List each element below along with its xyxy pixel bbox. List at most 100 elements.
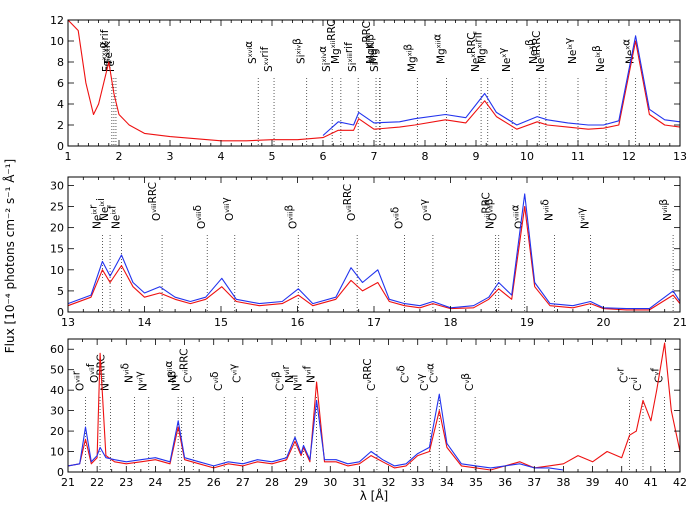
x-tick-label: 33 [411,476,425,489]
x-tick-label: 32 [382,476,396,489]
x-tick-label: 8 [422,150,429,163]
line-label: Oviiiα [510,204,526,229]
line-label: Nviγ [134,371,150,391]
line-label: Neixf [107,205,123,229]
x-tick-label: 17 [367,316,381,329]
x-tick-label: 25 [178,476,192,489]
x-tick-label: 21 [673,316,687,329]
line-label: Cviγ [228,364,244,383]
x-tick-label: 24 [148,476,162,489]
line-label: Cvδ [395,365,411,383]
x-tick-label: 38 [556,476,570,489]
line-label: Sixivα [317,46,333,72]
line-label: Oviiiβ [283,205,299,229]
x-tick-label: 37 [527,476,541,489]
line-label: Oviir [70,370,86,391]
plot-frame [67,338,681,473]
y-tick-label: 40 [50,384,64,397]
x-tick-label: 14 [138,316,152,329]
x-tick-label: 7 [371,150,378,163]
y-tick-label: 0 [57,140,64,153]
x-tick-label: 10 [520,150,534,163]
x-tick-label: 30 [323,476,337,489]
y-tick-label: 12 [50,14,64,27]
line-label: Cvi [628,377,644,391]
y-tick-label: 6 [57,77,64,90]
line-label: Nviiδ [540,199,556,221]
y-tick-label: 50 [50,364,64,377]
line-label: Fexxvrif [99,29,115,64]
line-label: NviiRRC [481,192,497,229]
line-label: Sxviα [243,41,259,64]
line-label: Nvir [280,364,296,383]
y-tick-label: 8 [57,56,64,69]
series-red [67,205,681,311]
line-label: MgxiiRRC [326,19,342,64]
x-tick-label: 42 [673,476,687,489]
line-label: Fei-xxK [101,40,117,72]
line-label: Nviδ [119,363,135,383]
line-label: OviiRRC [342,184,358,221]
line-label: Mgxiβ [402,44,418,72]
line-label: Neixβ [591,45,607,72]
x-tick-label: 41 [644,476,658,489]
x-tick-label: 36 [498,476,512,489]
series-red [67,342,681,471]
line-label: NviiRRC [96,354,112,391]
x-tick-label: 27 [236,476,250,489]
series-blue [322,35,681,136]
line-label: Neixγ [563,38,579,64]
y-tick-label: 20 [50,222,64,235]
line-label: Cvβ [460,373,476,391]
line-label: Oviiγ [418,199,434,221]
x-tick-label: 11 [571,150,585,163]
x-tick-label: 22 [90,476,104,489]
line-label: Cvr [615,367,631,383]
line-label: Nexγ [497,48,513,72]
x-tick-label: 35 [469,476,483,489]
line-label: Sxvrif [259,46,275,72]
series-red [67,19,681,142]
line-label: CvRRC [362,358,378,391]
line-label: Nviiγ [575,207,591,229]
x-tick-label: 5 [269,150,276,163]
x-tick-label: 20 [597,316,611,329]
line-label: NeixRRC [531,31,547,72]
x-tick-label: 1 [65,150,72,163]
x-tick-label: 29 [294,476,308,489]
y-tick-label: 15 [50,243,64,256]
x-tick-label: 21 [61,476,75,489]
line-label: Oviif [85,363,101,383]
line-label: Neixr [87,204,103,229]
y-tick-label: 10 [50,35,64,48]
line-label: Cvγ [415,374,431,391]
line-label: CviRRC [178,349,194,383]
line-label: Oviiδ [390,207,406,229]
x-tick-label: 6 [320,150,327,163]
line-label: Neixi [95,198,111,221]
line-label: Cviβ [271,371,287,391]
line-label: Nviβ [167,371,183,391]
line-label: Nvif [302,365,318,383]
line-label: Oviiiδ [192,205,208,229]
y-tick-label: 25 [50,201,64,214]
x-tick-label: 18 [444,316,458,329]
x-tick-label: 4 [218,150,225,163]
x-tick-label: 16 [291,316,305,329]
x-tick-label: 9 [473,150,480,163]
y-tick-label: 5 [57,285,64,298]
y-tick-label: 0 [57,466,64,479]
line-label: Nexβ [524,39,540,64]
line-label: Oviiβ [484,199,500,221]
x-tick-label: 40 [615,476,629,489]
line-label: Mgxiiα [431,34,447,64]
plot-frame [67,176,681,313]
line-label: NexRRC [466,32,482,72]
x-tick-label: 19 [520,316,534,329]
y-tick-label: 60 [50,343,64,356]
x-tick-label: 2 [116,150,123,163]
line-label: OviiiRRC [147,182,163,221]
